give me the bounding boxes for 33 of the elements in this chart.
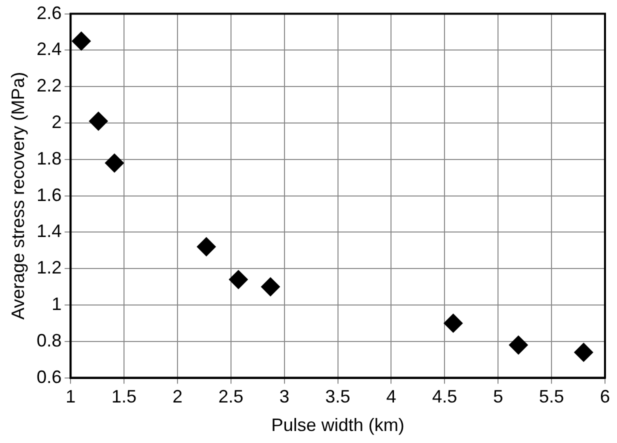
x-tick-label: 3.5 [325, 386, 350, 407]
x-tick-label: 1 [66, 386, 76, 407]
point [88, 112, 108, 131]
point [260, 277, 280, 296]
point [196, 237, 216, 256]
x-tick-label: 6 [600, 386, 610, 407]
y-tick-label: 2 [52, 112, 62, 132]
x-tick-label: 5.5 [539, 386, 564, 407]
x-tick-label: 4 [386, 386, 396, 407]
point [444, 314, 463, 333]
y-tick-label: 1.4 [36, 221, 62, 242]
y-tick-label: 1.6 [36, 184, 62, 205]
x-tick-label: 4.5 [432, 386, 458, 407]
point [72, 32, 91, 51]
y-tick-label: 2.4 [36, 39, 62, 60]
y-tick-label: 0.8 [36, 330, 62, 350]
x-tick-label: 1.5 [112, 386, 137, 407]
y-tick-label: 2.6 [36, 2, 62, 23]
y-tick-label: 1.8 [36, 148, 62, 168]
x-tick-label: 2.5 [218, 386, 244, 407]
x-tick-label: 5 [493, 386, 504, 407]
point [574, 342, 594, 362]
y-tick-label: 2.2 [36, 76, 62, 96]
x-axis-title: Pulse width (km) [271, 415, 404, 436]
y-tick-label: 0.6 [36, 366, 62, 387]
x-tick-label: 2 [172, 386, 183, 407]
point [228, 270, 248, 290]
x-tick-label: 3 [279, 386, 290, 407]
point [104, 154, 124, 173]
y-tick-label: 1.2 [36, 258, 62, 278]
point [508, 336, 528, 355]
y-tick-label: 1 [52, 294, 62, 314]
y-axis-title: Average stress recovery (MPa) [8, 72, 28, 320]
